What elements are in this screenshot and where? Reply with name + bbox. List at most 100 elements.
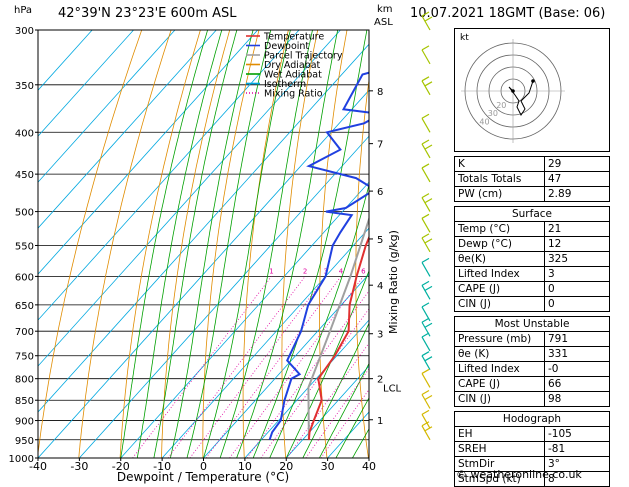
datetime-title: 10.07.2021 18GMT (Base: 06) [410,6,606,21]
dry-adiabat-line [119,30,201,458]
wind-barb [421,351,433,370]
legend-label: Parcel Trajectory [264,51,343,62]
wet-adiabat-line [236,30,339,458]
surface-row-value: 3 [544,266,610,282]
asl-label: ASL [374,17,393,28]
isotherm-line [38,30,217,229]
unstable-row-value: 331 [544,346,610,362]
wind-barb-staff [421,218,431,233]
dry-adiabat-line [611,30,629,458]
wind-barb-staff [421,425,431,441]
temperature-tick-label: -20 [112,460,130,473]
wind-barb [421,368,431,388]
wind-barb-flag [421,389,430,396]
wind-barb-staff [421,285,431,300]
dry-adiabat-line [161,30,231,458]
pressure-tick-label: 400 [15,128,34,139]
mixing-ratio-line [205,276,342,458]
wind-barb-flag [421,233,430,239]
mixing-ratio-label: 4 [339,267,344,275]
pw-label: PW (cm) [454,186,545,202]
dry-adiabat-line [242,30,289,458]
hodograph-ring-label: 30 [488,109,498,118]
location-title: 42°39'N 23°23'E 600m ASL [58,6,237,21]
hodograph-panel: kt 40 30 20 [454,28,610,152]
wind-barb [421,389,433,409]
mixing-ratio-label: 25 [445,267,454,275]
hodograph-origin-marker [511,89,515,93]
dewpoint-series [268,71,369,441]
wind-barb-flag [421,421,430,427]
isotherm-line [38,30,134,137]
wind-barb-flag [421,257,430,263]
hodograph-row-label: EH [454,426,545,442]
legend-label: Temperature [263,32,324,43]
wind-barb-staff [421,143,431,159]
temperature-tick-label: 40 [362,460,376,473]
pressure-tick-label: 850 [15,396,34,407]
wind-barb-staff [421,237,431,253]
hodograph-row-value: -105 [544,426,610,442]
unstable-row-value: -0 [544,361,610,377]
pressure-tick-label: 700 [15,327,34,338]
parcel-trajectory-series [307,216,369,440]
wind-barb-staff [421,197,431,212]
mixing-ratio-line [305,368,369,458]
mixing-ratio-label: 20 [431,267,440,275]
wind-barb-staff [421,321,431,337]
mixing-ratio-label: 2 [303,267,307,275]
wind-barb-staff [421,49,431,65]
wind-barb-flag [421,76,430,82]
legend-label: Mixing Ratio [264,89,323,100]
legend-label: Isotherm [264,79,306,90]
mixing-ratio-line [260,308,369,458]
wind-barb-flag [424,81,433,87]
mixing-ratio-line [189,276,327,458]
surface-title: Surface [454,206,610,222]
isotherm-line [38,30,258,275]
lcl-label: LCL [383,383,402,394]
wind-barb [421,409,431,429]
wind-barb [421,163,431,183]
mixing-ratio-line [229,276,364,458]
unstable-title: Most Unstable [454,316,610,332]
wind-barb-flag [421,332,430,338]
wet-adiabat-line [335,397,369,458]
surface-row-label: CIN (J) [454,296,545,312]
wet-adiabat-line [186,30,272,458]
wind-barb-flag [421,11,430,17]
k-value: 29 [544,156,610,172]
wind-barb [421,193,433,212]
surface-row-value: 12 [544,236,610,252]
dry-adiabat-line [355,76,369,458]
wind-barb-flag [421,113,430,119]
height-tick-label: 7 [377,140,383,151]
wind-barb-staff [421,117,431,133]
hodograph-row-value: -81 [544,441,610,457]
pressure-tick-label: 750 [15,352,34,363]
wind-barb-staff [421,336,431,352]
temperature-tick-label: -40 [29,460,47,473]
wind-barb-flag [424,356,433,362]
isotherm-line [79,135,369,458]
unstable-row-value: 791 [544,331,610,347]
wind-barb-flag [424,322,433,328]
surface-row-label: Lifted Index [454,266,545,282]
height-tick-label: 3 [377,330,383,341]
wind-barb-staff [421,262,431,277]
wet-adiabat-line [136,30,223,458]
unstable-row-label: θe (K) [454,346,545,362]
wet-adiabat-line [302,322,369,458]
wet-adiabat-line [269,183,369,458]
isotherm-line [38,89,369,458]
height-tick-label: 1 [377,416,383,427]
height-tick-label: 8 [377,87,383,98]
wind-barb-staff [421,373,431,388]
wind-barb [421,45,431,65]
wind-barb-flag [421,139,430,145]
dry-adiabat-line [202,30,260,458]
hodograph-unit-label: kt [460,33,469,43]
temperature-tick-label: -30 [70,460,88,473]
pressure-tick-label: 500 [15,208,34,219]
